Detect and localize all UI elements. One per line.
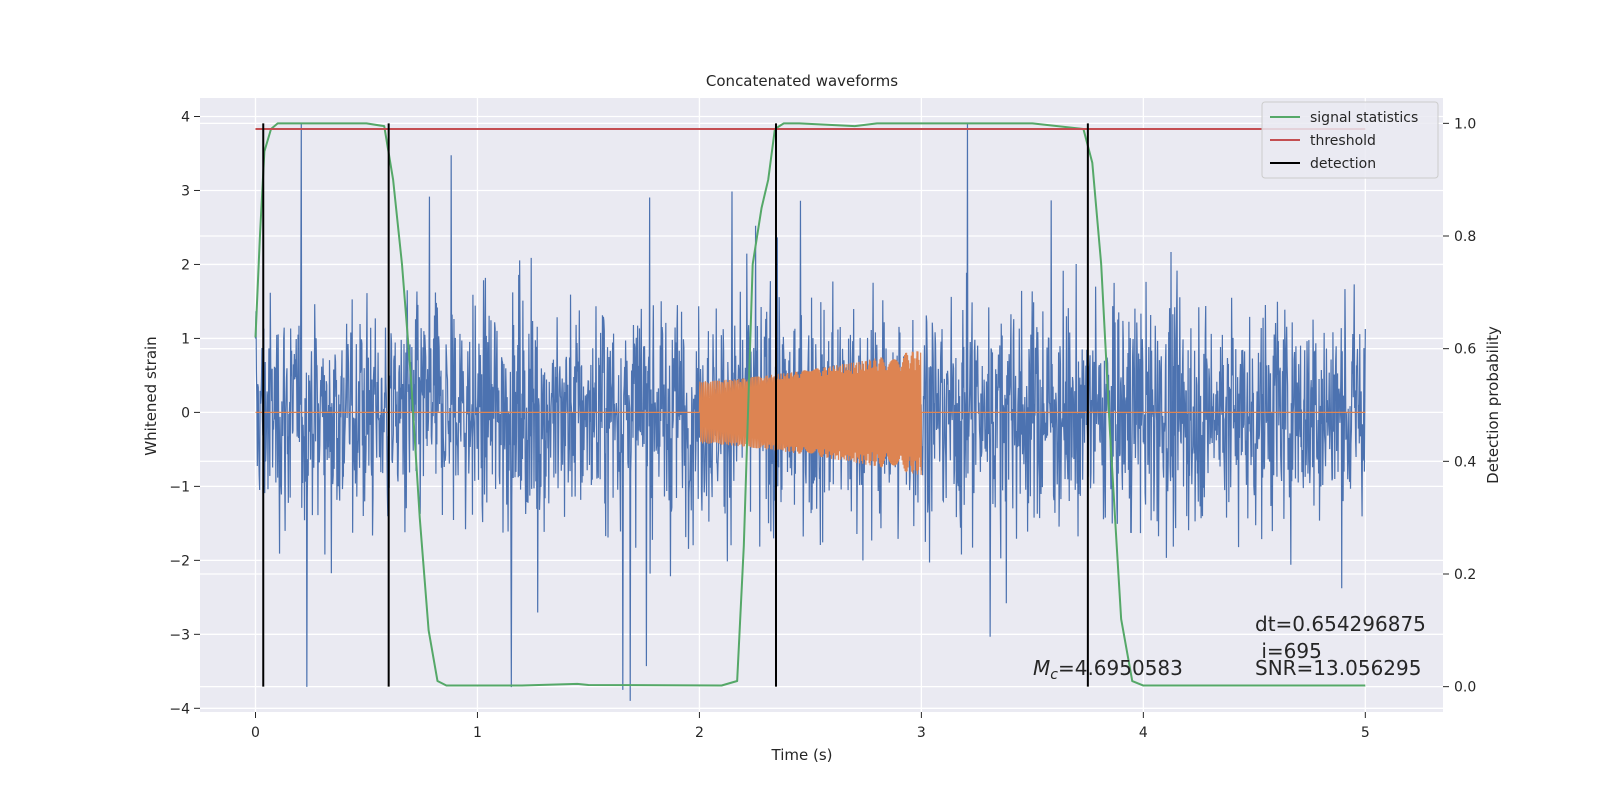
chart-title: Concatenated waveforms [706,72,898,90]
x-axis-label: Time (s) [771,746,833,764]
y-tick-label: 2 [181,257,190,273]
template-series-line [255,351,1366,475]
x-tick-label: 2 [695,725,704,741]
bottom-axis-ticks: 0 1 2 3 4 5 [251,712,1370,741]
plot-content [254,122,1366,701]
legend-label: detection [1310,156,1376,172]
x-tick-label: 4 [1139,725,1148,741]
chirp-mass-symbol: M [1033,656,1050,680]
y-axis-label: Whitened strain [142,336,160,455]
legend-label: signal statistics [1310,110,1418,126]
y-axis-label-right: Detection probability [1484,326,1502,484]
y-tick-label: 0 [181,405,190,421]
chirp-mass-value: =4.6950583 [1058,656,1183,680]
y-right-tick-label: 0.6 [1454,342,1476,358]
y-tick-label: 4 [181,109,190,125]
legend-frame [1261,101,1439,179]
right-axis-ticks: 0.0 0.2 0.4 0.6 0.8 1.0 [1443,116,1476,696]
y-right-tick-label: 0.4 [1454,454,1476,470]
chirp-mass-annotation: Mc=4.6950583 [1033,656,1183,683]
index-annotation: i=695 [1255,639,1322,663]
y-tick-label: 1 [181,331,190,347]
legend: signal statistics threshold detection [1261,101,1439,179]
dt-annotation: dt=0.654296875 [1255,612,1426,636]
x-tick-label: 5 [1361,725,1370,741]
y-right-tick-label: 0.8 [1454,229,1476,245]
snr-annotation: SNR=13.056295 [1255,656,1421,680]
y-right-tick-label: 1.0 [1454,116,1476,132]
y-tick-label: −3 [169,627,190,643]
x-tick-label: 3 [917,725,926,741]
x-tick-label: 0 [251,725,260,741]
signal-statistics-line [254,122,1366,687]
legend-label: threshold [1310,133,1376,149]
chirp-mass-subscript: c [1050,667,1058,683]
y-tick-label: 3 [181,183,190,199]
y-tick-label: −1 [169,479,190,495]
y-right-tick-label: 0.0 [1454,680,1476,696]
left-axis-ticks: −4 −3 −2 −1 0 1 2 3 4 [169,109,200,717]
y-right-tick-label: 0.2 [1454,567,1476,583]
y-tick-label: −2 [169,553,190,569]
y-tick-label: −4 [169,701,190,717]
x-tick-label: 1 [473,725,482,741]
